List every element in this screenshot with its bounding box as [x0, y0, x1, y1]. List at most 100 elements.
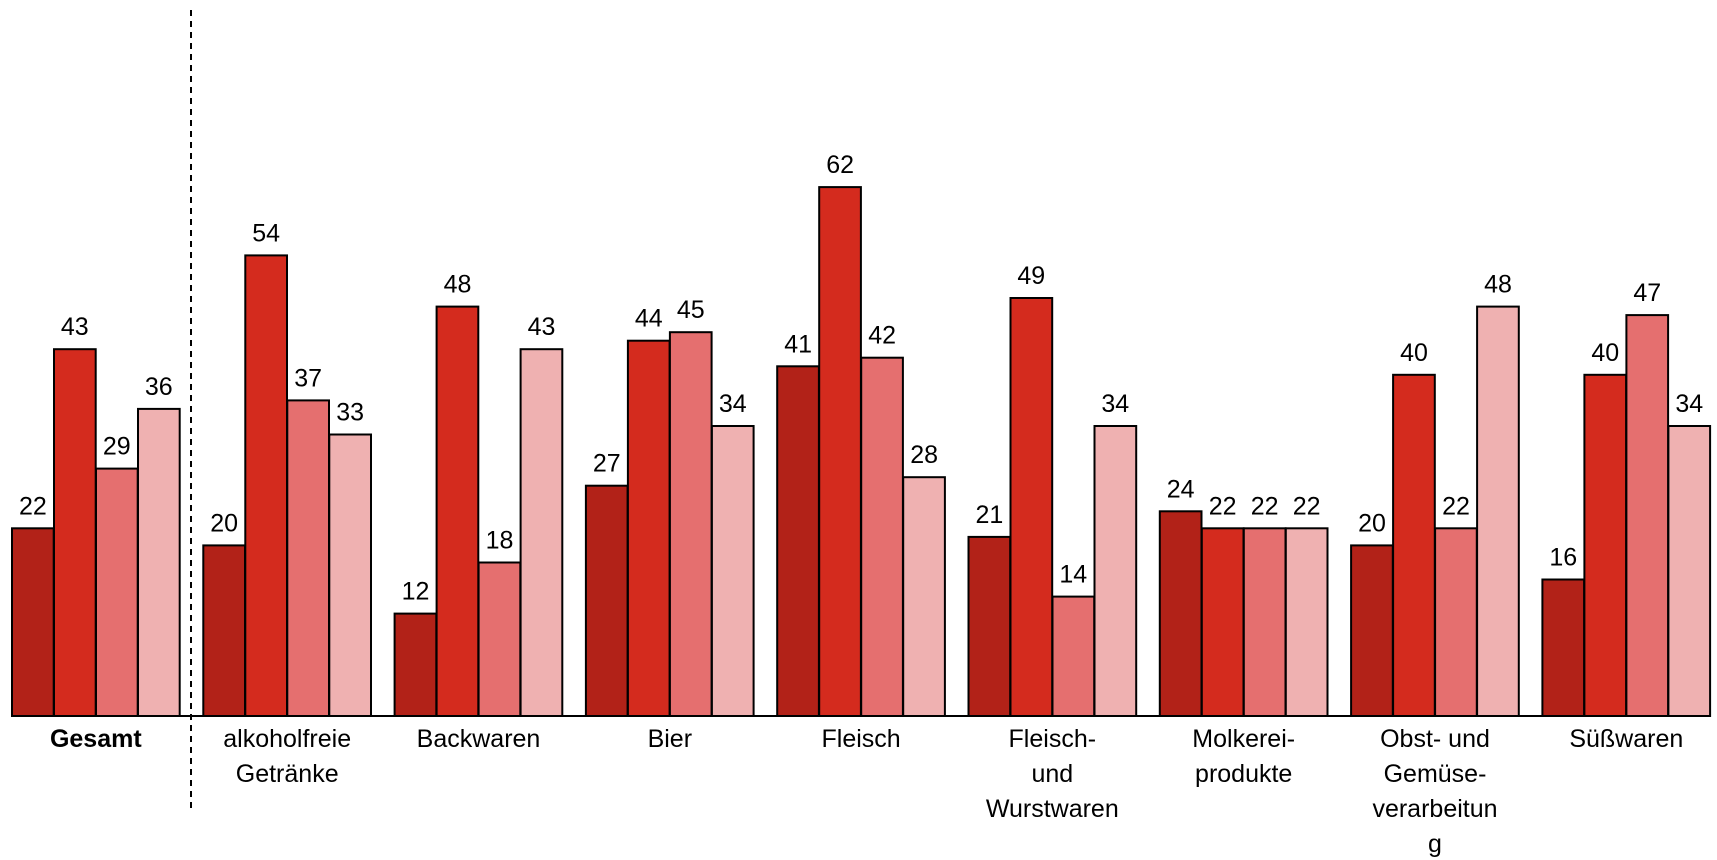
bar-7-1 — [1392, 373, 1436, 717]
category-label-1: alkoholfreie Getränke — [223, 725, 351, 788]
value-labels-layer: 22 43 29 36 20 54 37 33 12 48 18 43 27 44 45 34 41 62 42 28… — [19, 151, 1703, 605]
category-label-line: Getränke — [236, 760, 339, 788]
bar-1-3 — [328, 433, 372, 717]
bar-7-3 — [1476, 305, 1520, 717]
value-label-3-2: 45 — [677, 296, 705, 324]
bar-8-3 — [1667, 425, 1712, 717]
bar-8-2 — [1625, 314, 1670, 717]
bar-4-2 — [860, 356, 904, 717]
value-label-3-3: 34 — [719, 390, 747, 418]
bar-2-0 — [393, 612, 438, 717]
value-label-1-0: 20 — [210, 509, 238, 537]
value-label-6-2: 22 — [1251, 492, 1279, 520]
category-label-line: Fleisch — [822, 725, 901, 753]
bar-4-3 — [902, 476, 946, 718]
category-label-line: Süßwaren — [1569, 725, 1683, 753]
value-label-8-3: 34 — [1675, 390, 1703, 418]
bar-8-0 — [1541, 578, 1586, 717]
value-label-0-1: 43 — [61, 313, 89, 341]
value-label-0-2: 29 — [103, 433, 131, 461]
category-label-line: alkoholfreie — [223, 725, 351, 753]
bar-3-2 — [668, 331, 713, 717]
value-label-7-3: 48 — [1484, 271, 1512, 299]
bar-6-1 — [1200, 527, 1245, 717]
bar-6-0 — [1158, 510, 1203, 717]
value-label-1-2: 37 — [294, 364, 322, 392]
category-label-line: g — [1428, 830, 1442, 858]
category-label-line: Backwaren — [417, 725, 541, 753]
value-label-5-2: 14 — [1059, 561, 1087, 589]
category-label-0: Gesamt — [50, 725, 142, 753]
bar-7-0 — [1350, 544, 1394, 718]
value-label-1-1: 54 — [252, 219, 280, 247]
category-label-8: Süßwaren — [1569, 725, 1683, 753]
category-label-line: Gemüse- — [1384, 760, 1487, 788]
category-labels-layer: Gesamt alkoholfreie Getränke Backwaren Bier F… — [50, 725, 1683, 858]
value-label-1-3: 33 — [336, 399, 364, 427]
value-label-7-1: 40 — [1400, 339, 1428, 367]
bar-1-2 — [286, 399, 330, 717]
bar-0-3 — [137, 407, 181, 717]
bar-6-2 — [1242, 527, 1287, 717]
bar-0-2 — [95, 467, 139, 717]
value-label-8-0: 16 — [1549, 544, 1577, 572]
category-label-2: Backwaren — [417, 725, 541, 753]
value-label-0-0: 22 — [19, 492, 47, 520]
bar-6-3 — [1284, 527, 1329, 717]
value-label-3-0: 27 — [593, 450, 621, 478]
bar-4-0 — [776, 365, 820, 717]
value-label-5-3: 34 — [1101, 390, 1129, 418]
category-label-3: Bier — [648, 725, 692, 753]
value-label-8-1: 40 — [1591, 339, 1619, 367]
bar-2-3 — [519, 348, 564, 717]
bar-1-1 — [244, 254, 289, 717]
bar-5-1 — [1009, 297, 1054, 717]
bar-1-0 — [202, 544, 247, 718]
bar-0-1 — [53, 348, 97, 717]
value-label-4-1: 62 — [826, 151, 854, 179]
bar-0-0 — [11, 527, 55, 717]
bar-2-2 — [477, 561, 522, 717]
category-label-line: Bier — [648, 725, 692, 753]
category-label-line: Gesamt — [50, 725, 142, 753]
value-label-2-2: 18 — [486, 527, 514, 555]
bar-3-1 — [626, 339, 671, 717]
category-label-line: Fleisch- — [1009, 725, 1097, 753]
value-label-3-1: 44 — [635, 305, 663, 333]
bar-4-1 — [818, 186, 862, 718]
bar-5-2 — [1051, 595, 1096, 717]
bar-8-1 — [1583, 373, 1628, 717]
category-label-line: Wurstwaren — [986, 795, 1119, 823]
value-label-8-2: 47 — [1633, 279, 1661, 307]
value-label-4-2: 42 — [868, 322, 896, 350]
category-label-6: Molkerei-produkte — [1192, 725, 1295, 788]
category-label-line: Obst- und — [1380, 725, 1490, 753]
value-label-4-0: 41 — [784, 330, 812, 358]
category-label-7: Obst- und Gemüse-verarbeitun g — [1372, 725, 1497, 858]
category-label-line: produkte — [1195, 760, 1292, 788]
value-label-2-1: 48 — [444, 271, 472, 299]
value-label-6-3: 22 — [1293, 492, 1321, 520]
category-label-line: verarbeitun — [1372, 795, 1497, 823]
value-label-6-1: 22 — [1209, 492, 1237, 520]
value-label-7-2: 22 — [1442, 492, 1470, 520]
category-label-line: und — [1031, 760, 1073, 788]
bar-7-2 — [1434, 527, 1478, 717]
bar-5-0 — [967, 535, 1012, 718]
value-label-7-0: 20 — [1358, 509, 1386, 537]
value-label-5-0: 21 — [975, 501, 1003, 529]
value-label-2-3: 43 — [528, 313, 556, 341]
value-label-5-1: 49 — [1017, 262, 1045, 290]
bar-3-3 — [710, 425, 755, 717]
bars-layer — [11, 186, 1712, 718]
category-label-line: Molkerei- — [1192, 725, 1295, 753]
value-label-2-0: 12 — [402, 578, 430, 606]
bar-5-3 — [1093, 425, 1138, 717]
value-label-0-3: 36 — [145, 373, 173, 401]
value-label-4-3: 28 — [910, 441, 938, 469]
bar-2-1 — [435, 305, 480, 717]
category-label-4: Fleisch — [822, 725, 901, 753]
value-label-6-0: 24 — [1167, 475, 1195, 503]
category-label-5: Fleisch-und Wurstwaren — [986, 725, 1119, 823]
